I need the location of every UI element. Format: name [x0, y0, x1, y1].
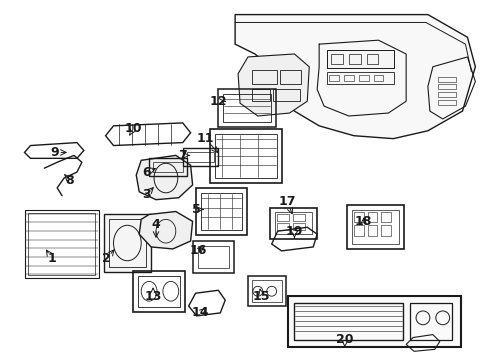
Text: 6: 6 — [142, 166, 150, 179]
Text: 16: 16 — [190, 244, 207, 257]
Bar — [187, 152, 214, 162]
Bar — [347, 204, 404, 249]
Bar — [133, 271, 185, 312]
Polygon shape — [235, 15, 475, 139]
Text: 3: 3 — [142, 188, 150, 201]
Text: 20: 20 — [336, 333, 354, 346]
Text: 5: 5 — [192, 203, 201, 216]
Text: 19: 19 — [286, 225, 303, 238]
Bar — [252, 89, 270, 101]
Bar — [138, 275, 180, 307]
Bar — [24, 210, 98, 278]
Bar — [327, 72, 394, 84]
Bar — [331, 54, 343, 64]
Bar — [153, 162, 183, 172]
Bar — [352, 210, 399, 244]
Bar — [368, 225, 377, 236]
Text: 8: 8 — [66, 174, 74, 186]
Text: 10: 10 — [124, 122, 142, 135]
Text: 14: 14 — [192, 306, 209, 319]
Text: 12: 12 — [210, 95, 227, 108]
Bar — [183, 148, 219, 166]
Bar — [197, 246, 229, 267]
Bar — [438, 93, 456, 97]
Bar — [252, 70, 277, 85]
Bar — [354, 225, 364, 236]
Bar — [367, 54, 378, 64]
Bar — [294, 223, 305, 230]
Bar — [28, 213, 95, 275]
Text: 17: 17 — [279, 195, 296, 208]
Polygon shape — [238, 54, 309, 116]
Bar — [438, 77, 456, 82]
Bar — [223, 94, 270, 122]
Bar — [280, 70, 301, 85]
Polygon shape — [139, 212, 193, 249]
Polygon shape — [136, 156, 193, 200]
Bar — [359, 75, 368, 81]
Bar — [368, 212, 377, 222]
Text: 1: 1 — [48, 252, 56, 265]
Bar — [252, 280, 282, 302]
Text: 4: 4 — [151, 218, 160, 231]
Bar — [349, 54, 361, 64]
Bar — [103, 215, 151, 271]
Bar — [270, 208, 317, 239]
Bar — [248, 276, 286, 306]
Bar — [329, 75, 339, 81]
Text: 9: 9 — [50, 146, 58, 159]
Bar — [438, 100, 456, 105]
Bar — [327, 50, 394, 68]
Bar — [200, 193, 242, 230]
Bar — [109, 219, 146, 267]
Bar — [294, 303, 403, 341]
Text: 2: 2 — [102, 252, 111, 265]
Bar — [219, 89, 276, 127]
Bar — [381, 225, 392, 236]
Bar — [275, 212, 312, 234]
Bar — [354, 212, 364, 222]
Text: 15: 15 — [253, 290, 270, 303]
Bar — [344, 75, 354, 81]
Bar — [410, 303, 452, 341]
Bar — [277, 223, 289, 230]
Bar — [149, 158, 187, 176]
Bar — [373, 75, 383, 81]
Text: 13: 13 — [145, 290, 162, 303]
Bar — [196, 188, 247, 235]
Bar — [215, 134, 277, 178]
Bar — [288, 296, 461, 347]
Text: 7: 7 — [178, 149, 187, 162]
Text: 18: 18 — [355, 215, 372, 228]
Bar — [210, 129, 282, 183]
Bar — [272, 89, 300, 101]
Bar — [277, 215, 289, 221]
Bar — [193, 241, 234, 273]
Bar — [381, 212, 392, 222]
Bar — [294, 215, 305, 221]
Bar — [438, 85, 456, 89]
Text: 11: 11 — [196, 132, 214, 145]
